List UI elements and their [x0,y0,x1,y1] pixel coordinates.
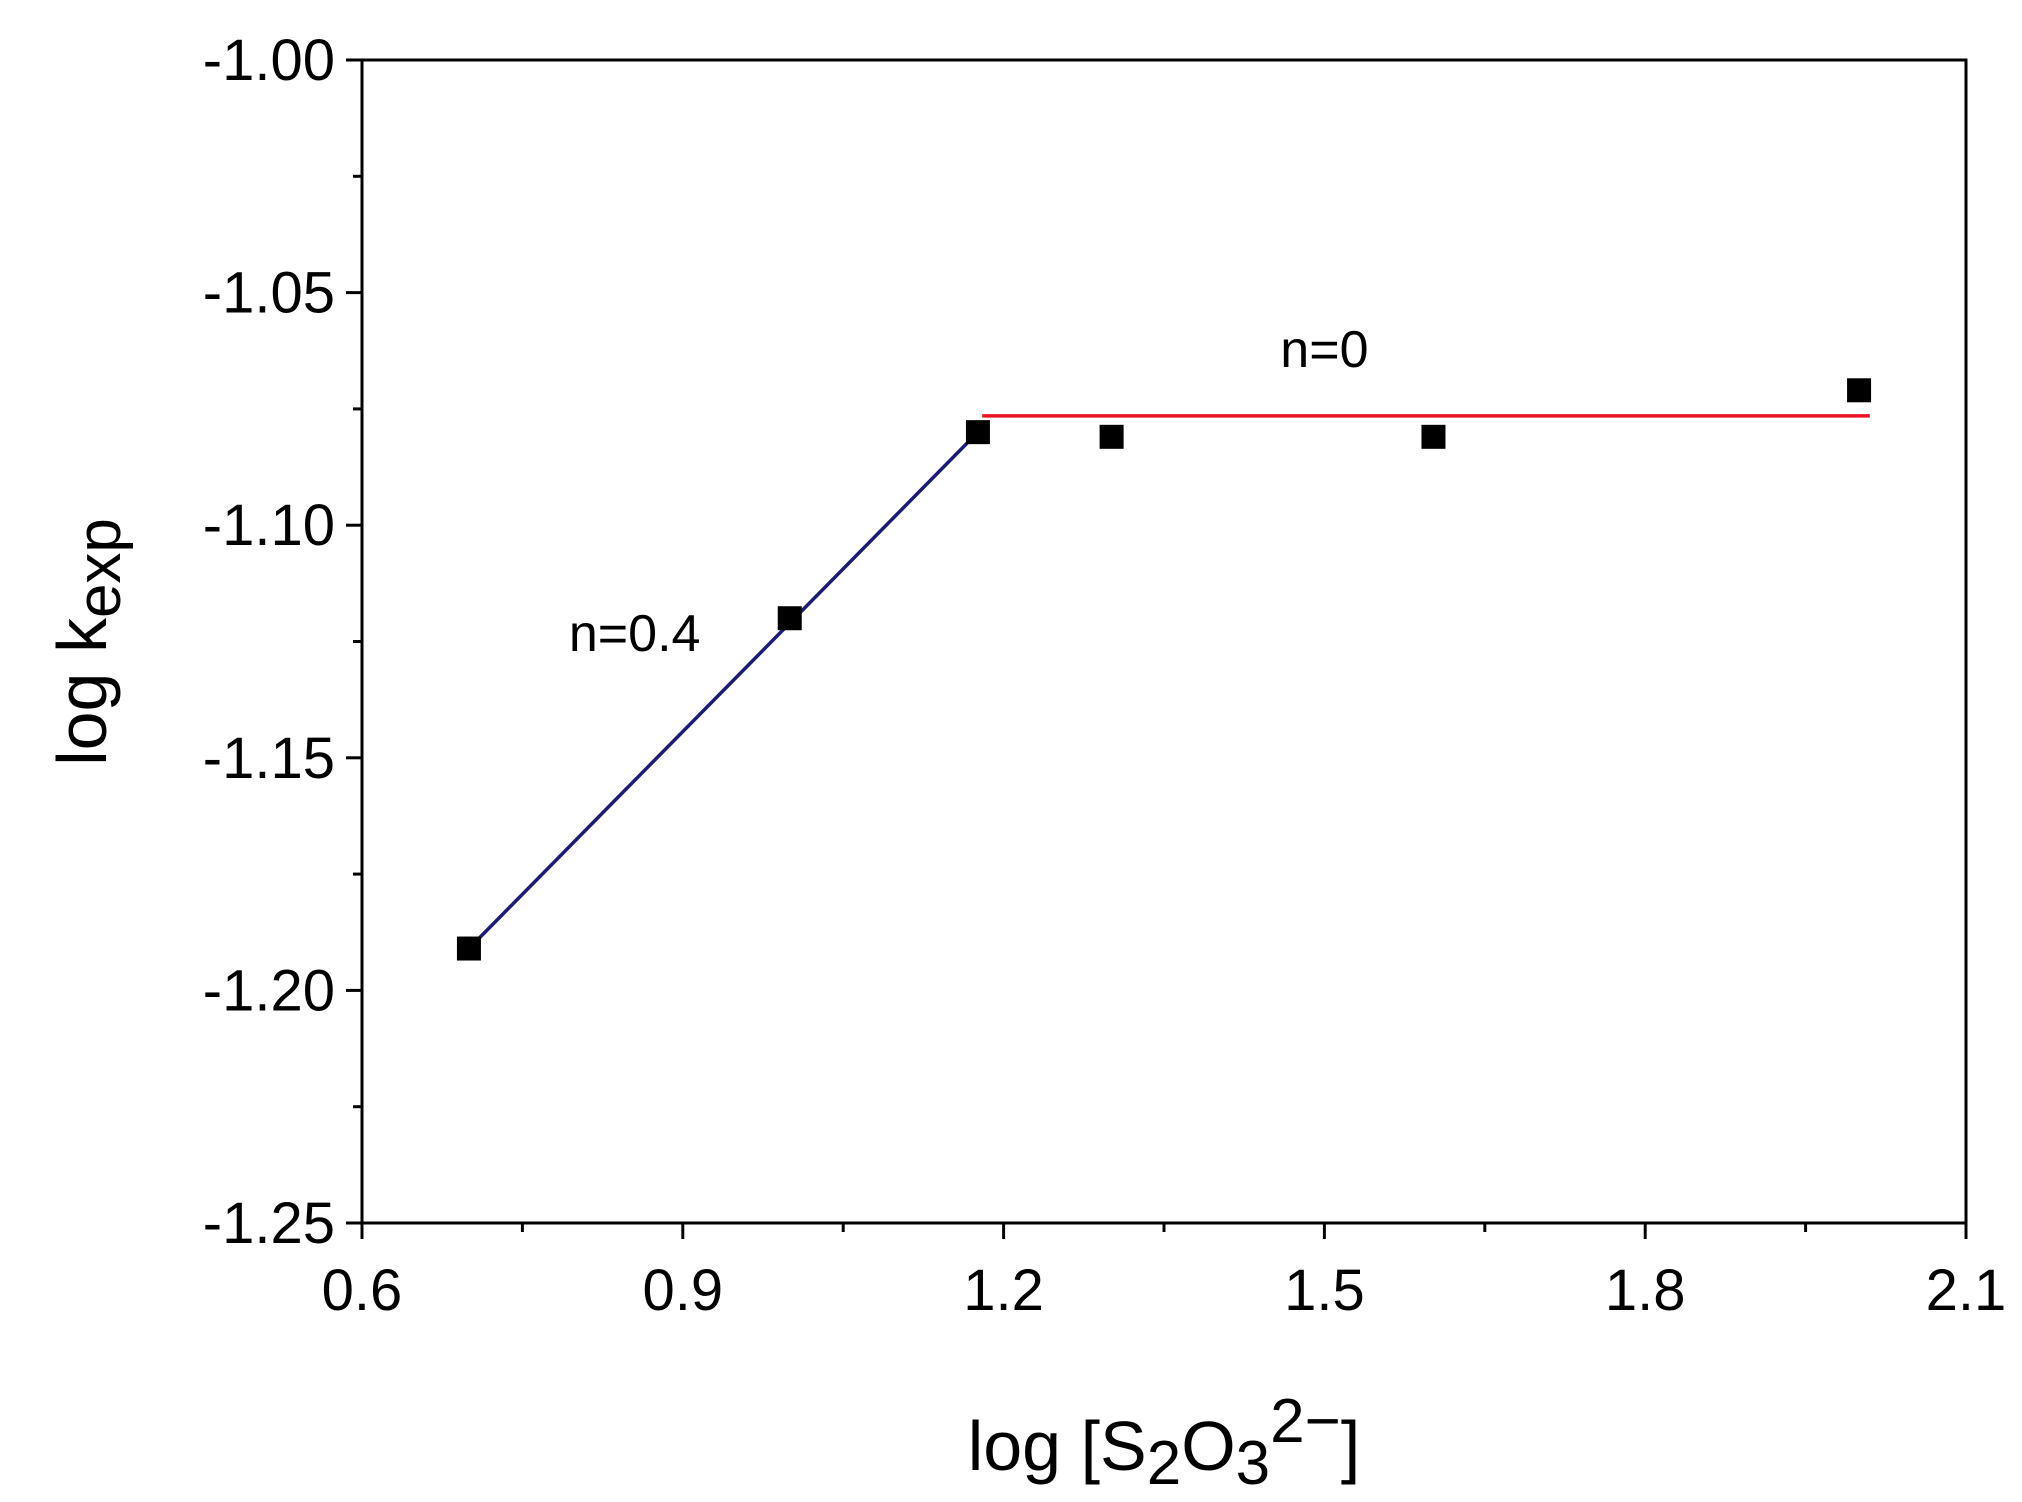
x-axis-title-sup: 2− [1270,1387,1341,1456]
data-point [1847,378,1872,403]
x-tick-label: 2.1 [1926,1258,2007,1323]
x-axis-title-main: log [S [968,1407,1147,1485]
y-axis-title-sub: exp [65,518,134,618]
y-tick-label: -1.05 [203,261,335,326]
data-point [1421,424,1446,449]
y-axis-title-main: log k [43,617,121,766]
data-points [456,378,1872,961]
x-axis-title-sub1: 2 [1147,1429,1181,1498]
fit-line [467,430,980,950]
x-tick-label: 1.2 [963,1258,1044,1323]
x-tick-label: 0.9 [642,1258,723,1323]
x-axis-title-end: ] [1341,1407,1360,1485]
axis-ticks: 0.6 0.9 1.2 1.5 1.8 2.1 -1.25 -1.20 -1.15 -1.10 -1… [203,28,2007,1323]
fit-lines [467,414,1870,950]
y-axis-title: log kexp [43,518,134,766]
annotations: n=0.4 n=0 [569,321,1369,663]
y-tick-label: -1.20 [203,958,335,1023]
annotation-label: n=0 [1280,321,1368,379]
y-tick-label: -1.00 [203,28,335,93]
x-tick-label: 1.8 [1605,1258,1686,1323]
x-axis-title: log [S2O32−] [968,1387,1361,1498]
x-tick-label: 1.5 [1284,1258,1365,1323]
data-point [1099,424,1124,449]
y-tick-label: -1.15 [203,726,335,791]
annotation-label: n=0.4 [569,605,701,663]
y-tick-label: -1.25 [203,1191,335,1256]
data-point [456,936,481,961]
x-axis-title-mid: O [1181,1407,1235,1485]
x-tick-label: 0.6 [322,1258,403,1323]
x-axis-title-sub2: 3 [1236,1429,1270,1498]
data-point [777,606,802,631]
y-tick-label: -1.10 [203,493,335,558]
data-point [965,420,990,445]
